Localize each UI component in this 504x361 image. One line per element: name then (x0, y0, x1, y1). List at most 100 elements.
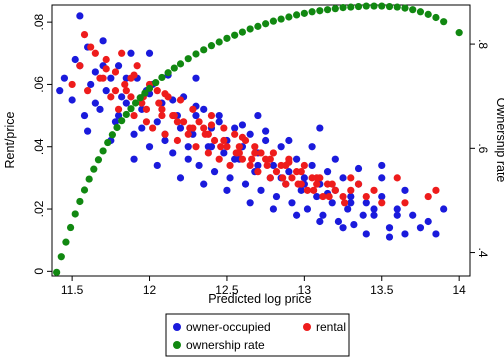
point-owner-occupied-68 (323, 168, 332, 176)
point-rental-72 (432, 186, 440, 194)
point-rental-57 (303, 186, 312, 194)
point-owner-occupied-101 (385, 233, 394, 241)
point-ownership-rate-44 (323, 6, 332, 14)
point-ownership-rate-31 (223, 34, 231, 42)
point-ownership-rate-8 (90, 165, 98, 173)
point-rental-82 (235, 143, 243, 151)
legend-label-rental: rental (316, 320, 346, 334)
point-ownership-rate-53 (393, 3, 401, 11)
point-owner-occupied-3 (71, 55, 79, 64)
point-owner-occupied-82 (393, 205, 401, 213)
point-owner-occupied-127 (347, 199, 355, 207)
point-rental-89 (87, 43, 95, 51)
point-owner-occupied-96 (269, 205, 277, 213)
point-rental-2 (84, 87, 92, 95)
point-rental-28 (192, 143, 200, 151)
point-rental-66 (354, 180, 363, 188)
point-rental-83 (251, 149, 259, 157)
point-ownership-rate-60 (455, 29, 463, 37)
point-owner-occupied-8 (91, 68, 99, 76)
point-owner-occupied-28 (169, 149, 177, 157)
point-rental-67 (362, 192, 370, 201)
x-tick-label-3: 13 (298, 283, 312, 297)
point-owner-occupied-107 (215, 111, 223, 120)
point-owner-occupied-100 (362, 230, 370, 238)
point-owner-occupied-116 (91, 99, 99, 107)
point-rental-86 (297, 168, 305, 176)
point-owner-occupied-84 (409, 211, 417, 219)
point-rental-31 (204, 149, 212, 157)
point-rental-7 (111, 68, 120, 76)
point-owner-occupied-62 (300, 174, 308, 182)
point-owner-occupied-61 (297, 186, 305, 194)
point-ownership-rate-2 (62, 238, 70, 246)
point-ownership-rate-22 (158, 73, 166, 82)
point-owner-occupied-114 (378, 174, 386, 182)
point-owner-occupied-17 (127, 49, 135, 57)
point-rental-111 (285, 158, 293, 166)
point-rental-36 (223, 143, 231, 151)
point-owner-occupied-98 (316, 217, 324, 226)
point-owner-occupied-129 (393, 211, 401, 219)
point-ownership-rate-19 (141, 89, 149, 97)
legend: owner-occupied rental ownership rate (165, 313, 350, 357)
point-ownership-rate-12 (108, 131, 116, 139)
x-tick-label-5: 14 (452, 283, 466, 297)
point-owner-occupied-14 (114, 62, 123, 70)
point-rental-97 (217, 143, 225, 151)
point-owner-occupied-22 (145, 143, 154, 151)
point-rental-44 (254, 168, 262, 176)
point-rental-110 (238, 133, 247, 141)
point-owner-occupied-95 (246, 199, 254, 207)
point-ownership-rate-34 (246, 25, 254, 33)
point-rental-30 (200, 124, 208, 132)
point-ownership-rate-49 (362, 2, 370, 10)
point-owner-occupied-56 (277, 143, 285, 151)
y-axis-left-title: Rent/price (3, 111, 17, 168)
point-owner-occupied-2 (68, 96, 76, 104)
point-rental-101 (279, 174, 287, 182)
point-ownership-rate-15 (122, 110, 130, 119)
plot-area-frame (51, 4, 471, 277)
point-owner-occupied-41 (220, 149, 228, 157)
point-owner-occupied-111 (308, 143, 316, 151)
point-ownership-rate-16 (127, 105, 135, 113)
point-rental-51 (282, 180, 290, 188)
point-ownership-rate-52 (385, 2, 394, 11)
point-rental-49 (272, 168, 281, 176)
point-ownership-rate-35 (254, 22, 262, 30)
point-ownership-rate-51 (378, 2, 386, 10)
point-rental-1 (76, 62, 84, 70)
point-rental-88 (328, 180, 336, 188)
point-rental-106 (80, 30, 89, 39)
point-rental-78 (173, 118, 181, 126)
point-owner-occupied-88 (84, 127, 92, 135)
point-owner-occupied-55 (272, 192, 281, 201)
point-owner-occupied-12 (107, 74, 115, 82)
legend-box (165, 313, 350, 357)
point-owner-occupied-85 (416, 224, 425, 232)
y-left-tick-label-3: .06 (32, 76, 46, 93)
point-rental-47 (266, 174, 274, 182)
point-ownership-rate-11 (104, 138, 112, 147)
point-owner-occupied-11 (102, 87, 110, 95)
series-rental (68, 30, 440, 207)
point-ownership-rate-18 (136, 94, 144, 102)
point-ownership-rate-45 (331, 5, 339, 13)
point-owner-occupied-34 (192, 111, 200, 120)
point-owner-occupied-43 (226, 174, 234, 182)
point-owner-occupied-94 (223, 186, 231, 194)
point-rental-84 (266, 155, 274, 163)
point-owner-occupied-36 (200, 105, 208, 113)
point-rental-13 (133, 62, 141, 70)
point-ownership-rate-59 (440, 18, 448, 26)
point-ownership-rate-36 (262, 20, 270, 28)
point-rental-90 (102, 65, 110, 73)
y-right-tick-label-0: .4 (476, 248, 490, 258)
point-ownership-rate-9 (94, 156, 103, 164)
point-rental-102 (294, 180, 302, 188)
point-owner-occupied-97 (293, 211, 301, 219)
point-rental-38 (231, 130, 239, 138)
chart-axes: 11.5 12 12.5 13 13.5 14 0 .02 .04 .06 .08 .4 .6 .8 (32, 13, 490, 297)
point-rental-99 (248, 155, 256, 163)
